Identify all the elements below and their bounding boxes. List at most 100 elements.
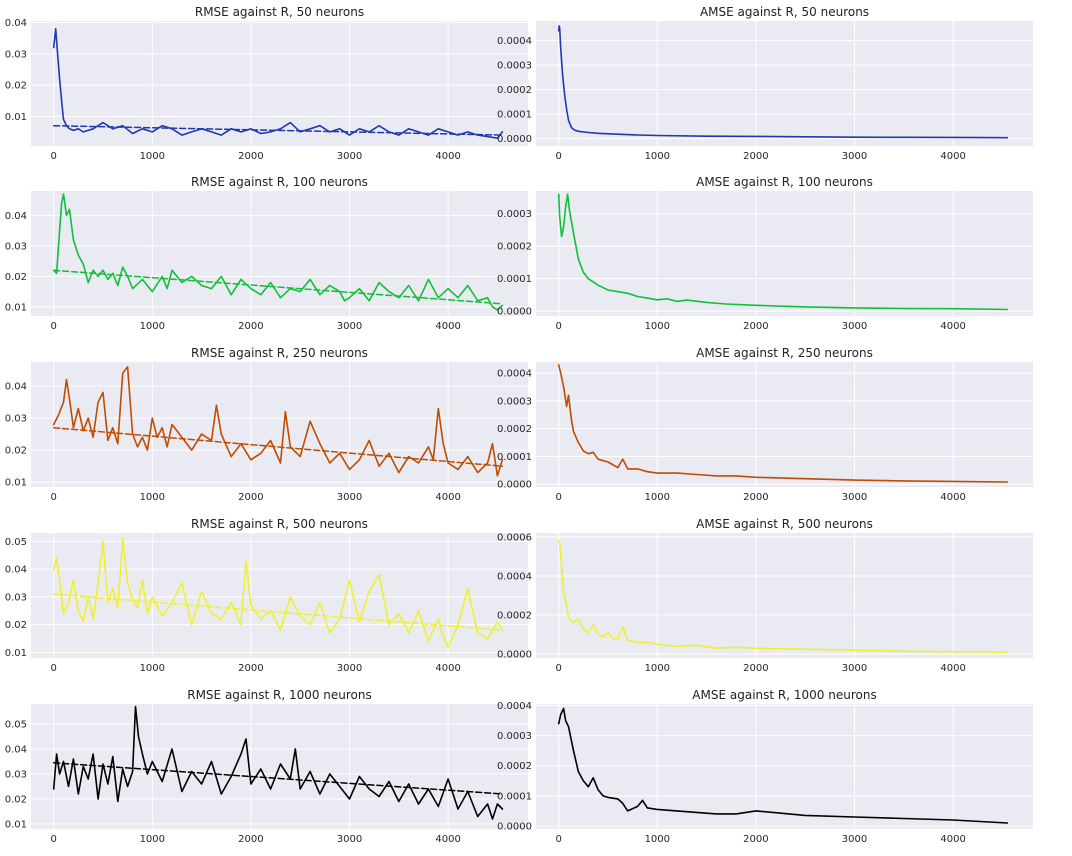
x-tick-label: 1000 — [645, 151, 670, 162]
x-tick-label: 3000 — [337, 151, 362, 162]
series-line — [557, 193, 1009, 311]
series-line — [52, 365, 504, 477]
x-tick-label: 1000 — [140, 492, 165, 503]
chart-panel: AMSE against R, 100 neurons 0.0000 0.0001 0… — [497, 175, 1033, 332]
x-tick-label: 2000 — [238, 492, 263, 503]
y-tick-label: 0.0000 — [497, 821, 532, 832]
plot-area — [31, 21, 528, 146]
y-tick-label: 0.05 — [5, 537, 27, 548]
y-tick-label: 0.0000 — [497, 307, 532, 318]
series-line — [52, 705, 504, 820]
x-tick-label: 1000 — [645, 492, 670, 503]
y-tick-label: 0.0002 — [497, 424, 532, 435]
x-tick-label: 4000 — [435, 492, 460, 503]
x-tick-label: 0 — [50, 151, 56, 162]
y-tick-label: 0.02 — [5, 620, 27, 631]
y-tick-label: 0.0004 — [497, 571, 532, 582]
x-tick-label: 2000 — [743, 151, 768, 162]
x-tick-label: 4000 — [435, 151, 460, 162]
x-tick-label: 3000 — [337, 834, 362, 845]
y-tick-label: 0.0000 — [497, 134, 532, 145]
y-tick-label: 0.0002 — [497, 85, 532, 96]
x-tick-label: 3000 — [842, 492, 867, 503]
trend-line — [52, 124, 504, 136]
y-tick-label: 0.0001 — [497, 274, 532, 285]
chart-title: AMSE against R, 100 neurons — [696, 175, 873, 189]
x-tick-label: 0 — [50, 492, 56, 503]
chart-panel: RMSE against R, 250 neurons 0.01 0.02 0.03 0… — [5, 346, 528, 503]
y-tick-label: 0.02 — [5, 795, 27, 806]
x-tick-label: 4000 — [435, 663, 460, 674]
plot-area — [536, 21, 1033, 146]
x-tick-label: 3000 — [337, 321, 362, 332]
plot-area — [31, 362, 528, 487]
y-tick-label: 0.01 — [5, 648, 27, 659]
series-line — [557, 707, 1009, 824]
x-tick-label: 4000 — [940, 151, 965, 162]
x-tick-label: 0 — [555, 663, 561, 674]
x-tick-label: 0 — [555, 492, 561, 503]
y-tick-label: 0.04 — [5, 565, 27, 576]
trend-line — [52, 269, 504, 305]
x-tick-label: 0 — [50, 663, 56, 674]
x-tick-label: 0 — [555, 834, 561, 845]
chart-title: AMSE against R, 500 neurons — [696, 517, 873, 531]
x-tick-label: 3000 — [337, 663, 362, 674]
y-tick-label: 0.02 — [5, 81, 27, 92]
chart-panel: AMSE against R, 500 neurons 0.0000 0.0002 0… — [497, 517, 1033, 674]
chart-panel: AMSE against R, 250 neurons 0.0000 0.0001 0… — [497, 346, 1033, 503]
x-tick-label: 3000 — [842, 663, 867, 674]
chart-panel: RMSE against R, 100 neurons 0.01 0.02 0.03 0… — [5, 175, 528, 332]
x-tick-label: 3000 — [842, 321, 867, 332]
y-tick-label: 0.0003 — [497, 209, 532, 220]
x-tick-label: 2000 — [743, 663, 768, 674]
x-tick-label: 4000 — [940, 663, 965, 674]
y-tick-label: 0.0006 — [497, 532, 532, 543]
y-tick-label: 0.01 — [5, 112, 27, 123]
trend-line — [52, 593, 504, 631]
x-tick-label: 1000 — [140, 834, 165, 845]
y-tick-label: 0.0002 — [497, 761, 532, 772]
y-tick-label: 0.02 — [5, 446, 27, 457]
chart-panel: RMSE against R, 1000 neurons 0.01 0.02 0.03… — [5, 688, 528, 845]
chart-title: RMSE against R, 250 neurons — [191, 346, 368, 360]
y-tick-label: 0.01 — [5, 302, 27, 313]
x-tick-label: 0 — [555, 151, 561, 162]
trend-line — [52, 426, 504, 467]
y-tick-label: 0.0004 — [497, 701, 532, 712]
x-tick-label: 4000 — [940, 492, 965, 503]
y-tick-label: 0.0003 — [497, 396, 532, 407]
x-tick-label: 0 — [50, 834, 56, 845]
trend-line — [52, 762, 504, 795]
x-tick-label: 4000 — [435, 321, 460, 332]
y-tick-label: 0.0001 — [497, 452, 532, 463]
x-tick-label: 4000 — [435, 834, 460, 845]
y-tick-label: 0.0002 — [497, 242, 532, 253]
y-tick-label: 0.03 — [5, 241, 27, 252]
plot-area — [31, 533, 528, 658]
y-tick-label: 0.0000 — [497, 650, 532, 661]
y-tick-label: 0.03 — [5, 592, 27, 603]
x-tick-label: 2000 — [743, 321, 768, 332]
x-tick-label: 1000 — [140, 151, 165, 162]
plot-area — [536, 704, 1033, 829]
y-tick-label: 0.03 — [5, 49, 27, 60]
chart-panel: RMSE against R, 50 neurons 0.01 0.02 0.03 0.… — [5, 5, 528, 162]
x-tick-label: 4000 — [940, 834, 965, 845]
x-tick-label: 2000 — [238, 663, 263, 674]
plot-area — [536, 191, 1033, 316]
y-tick-label: 0.04 — [5, 382, 27, 393]
x-tick-label: 0 — [555, 321, 561, 332]
y-tick-label: 0.04 — [5, 745, 27, 756]
y-tick-label: 0.0004 — [497, 36, 532, 47]
x-tick-label: 1000 — [645, 663, 670, 674]
y-tick-label: 0.03 — [5, 414, 27, 425]
x-tick-label: 1000 — [645, 834, 670, 845]
chart-panel: AMSE against R, 50 neurons 0.0000 0.0001 0.… — [497, 5, 1033, 162]
x-tick-label: 3000 — [842, 151, 867, 162]
chart-title: RMSE against R, 100 neurons — [191, 175, 368, 189]
y-tick-label: 0.05 — [5, 720, 27, 731]
plot-area — [536, 533, 1033, 658]
x-tick-label: 0 — [50, 321, 56, 332]
